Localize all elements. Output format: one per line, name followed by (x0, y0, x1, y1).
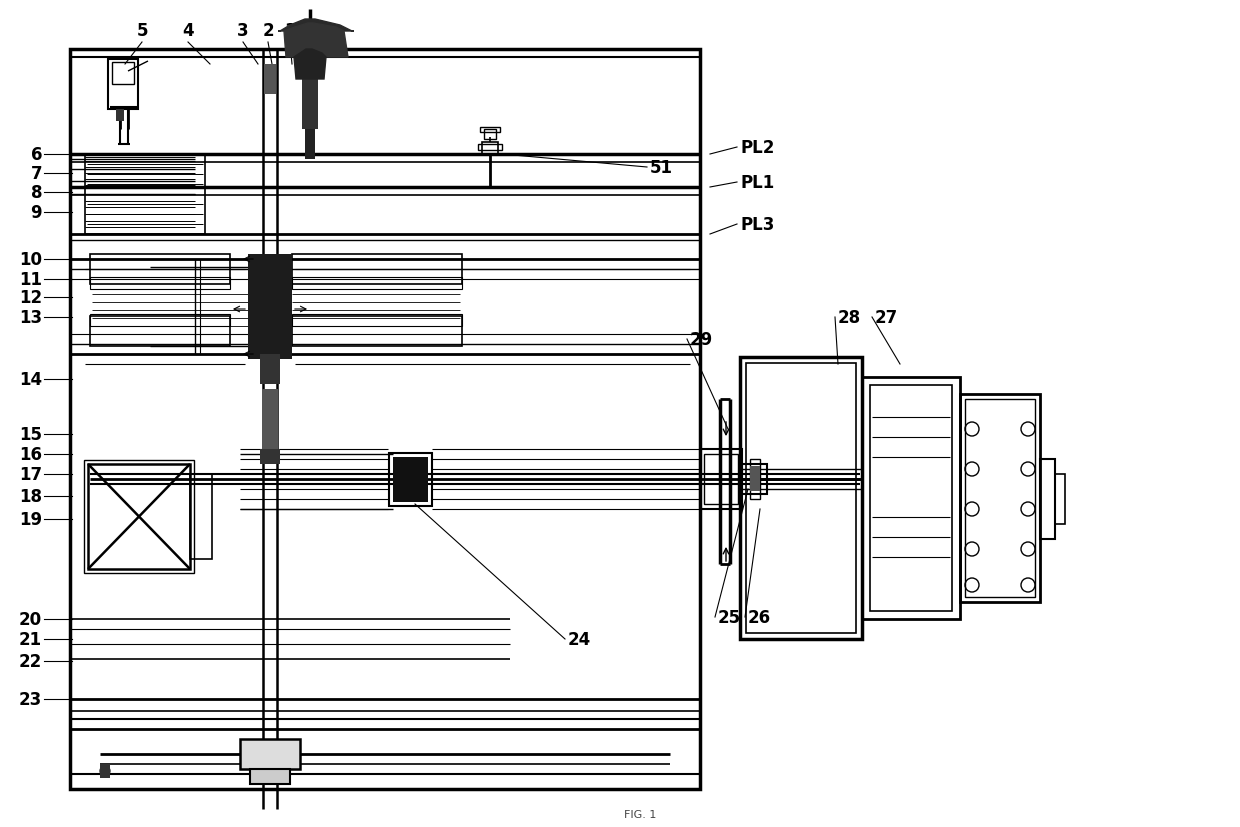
Text: 26: 26 (748, 609, 771, 626)
Polygon shape (294, 50, 326, 80)
Bar (1055, 475, 1065, 524)
Text: 5: 5 (136, 22, 148, 40)
Text: 14: 14 (19, 370, 42, 389)
Text: 2: 2 (262, 22, 274, 40)
Bar (965, 399, 1035, 597)
Bar (241, 739, 300, 769)
Polygon shape (284, 24, 348, 58)
Text: 3: 3 (237, 22, 249, 40)
Bar (704, 455, 738, 504)
Polygon shape (278, 20, 353, 32)
Text: 18: 18 (19, 487, 42, 505)
Text: PL3: PL3 (740, 216, 774, 234)
Bar (260, 449, 280, 465)
Bar (108, 60, 138, 110)
Text: 29: 29 (689, 331, 713, 348)
Bar (862, 378, 960, 619)
Bar (389, 453, 432, 506)
Bar (484, 130, 496, 140)
Bar (750, 460, 760, 500)
Bar (291, 278, 463, 289)
Bar (477, 145, 502, 151)
Bar (91, 278, 229, 289)
Text: 24: 24 (568, 630, 591, 648)
Text: 1: 1 (284, 22, 296, 40)
Bar (291, 314, 463, 327)
Text: 8: 8 (31, 184, 42, 202)
Text: 23: 23 (19, 691, 42, 708)
Bar (740, 357, 862, 639)
Bar (742, 465, 768, 495)
Text: 19: 19 (19, 510, 42, 528)
Text: 25: 25 (718, 609, 742, 626)
Text: 10: 10 (19, 251, 42, 269)
Bar (86, 155, 205, 235)
Bar (248, 255, 291, 360)
Text: 51: 51 (650, 159, 673, 177)
Circle shape (100, 766, 110, 776)
Bar (91, 314, 229, 327)
Text: 11: 11 (19, 270, 42, 289)
Bar (91, 317, 229, 347)
Bar (291, 255, 463, 284)
Bar (262, 390, 278, 449)
Text: 22: 22 (19, 653, 42, 670)
Text: 4: 4 (182, 22, 193, 40)
Text: 21: 21 (19, 630, 42, 648)
Bar (100, 764, 110, 778)
Text: 12: 12 (19, 289, 42, 307)
Bar (701, 449, 742, 509)
Bar (112, 63, 134, 85)
Text: PL1: PL1 (740, 174, 774, 192)
Bar (291, 317, 463, 347)
Bar (91, 255, 229, 284)
Bar (1040, 460, 1055, 539)
Text: 15: 15 (19, 425, 42, 443)
Text: FIG. 1: FIG. 1 (624, 809, 656, 819)
Bar (190, 475, 212, 559)
Text: PL2: PL2 (740, 139, 774, 157)
Bar (69, 50, 701, 789)
Text: 7: 7 (30, 165, 42, 183)
Bar (260, 355, 280, 385)
Bar (750, 466, 760, 491)
Bar (264, 65, 277, 95)
Bar (960, 394, 1040, 602)
Text: 17: 17 (19, 466, 42, 484)
Text: 13: 13 (19, 308, 42, 327)
Bar (870, 385, 952, 611)
Bar (88, 465, 190, 569)
Text: 20: 20 (19, 610, 42, 629)
Bar (746, 364, 856, 633)
Text: 6: 6 (31, 146, 42, 164)
Bar (393, 457, 428, 502)
Bar (117, 110, 124, 122)
Text: 28: 28 (838, 308, 861, 327)
Bar (305, 130, 315, 160)
Bar (482, 143, 498, 155)
Bar (303, 80, 317, 130)
Text: 27: 27 (875, 308, 898, 327)
Bar (84, 461, 193, 573)
Text: 9: 9 (30, 203, 42, 222)
Bar (250, 769, 290, 784)
Bar (480, 128, 500, 133)
Text: 16: 16 (19, 446, 42, 463)
